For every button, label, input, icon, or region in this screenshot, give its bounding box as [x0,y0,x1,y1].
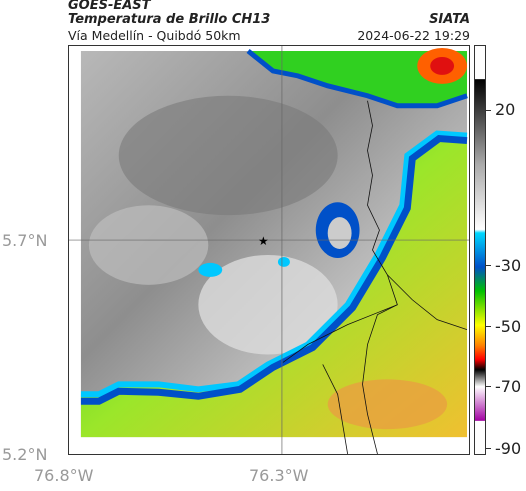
region-label: Vía Medellín - Quibdó 50km [68,28,241,43]
colorbar-tick: 20 [495,100,516,119]
colorbar-tick-mark [486,448,491,449]
colorbar-tick: -50 [495,317,522,336]
warm-region-ne [248,50,468,106]
colorbar-tick: -30 [495,256,522,275]
location-marker: ★ [258,234,269,248]
warm-region-east [80,133,468,438]
colorbar [474,45,486,455]
y-tick-label: 5.7°N [2,231,48,250]
colorbar-tick-mark [486,265,491,266]
colorbar-tick-mark [486,326,491,327]
cold-cloud-patch [118,95,338,216]
datetime-label: 2024-06-22 19:29 [357,28,470,43]
y-tick-label: 5.2°N [2,445,48,464]
brightness-temperature-map[interactable]: ★ [68,45,470,455]
colorbar-tick-mark [486,110,491,111]
product-title: GOES-EAST [68,0,151,13]
admin-border [362,100,398,454]
colorbar-tick: -90 [495,439,522,458]
x-tick-label: 76.3°W [249,466,309,485]
colorbar-tick: -70 [495,377,522,396]
channel-subtitle: Temperatura de Brillo CH13 [68,12,271,27]
agency-label: SIATA [429,12,470,27]
colorbar-tick-mark [486,386,491,387]
x-tick-label: 76.8°W [34,466,94,485]
